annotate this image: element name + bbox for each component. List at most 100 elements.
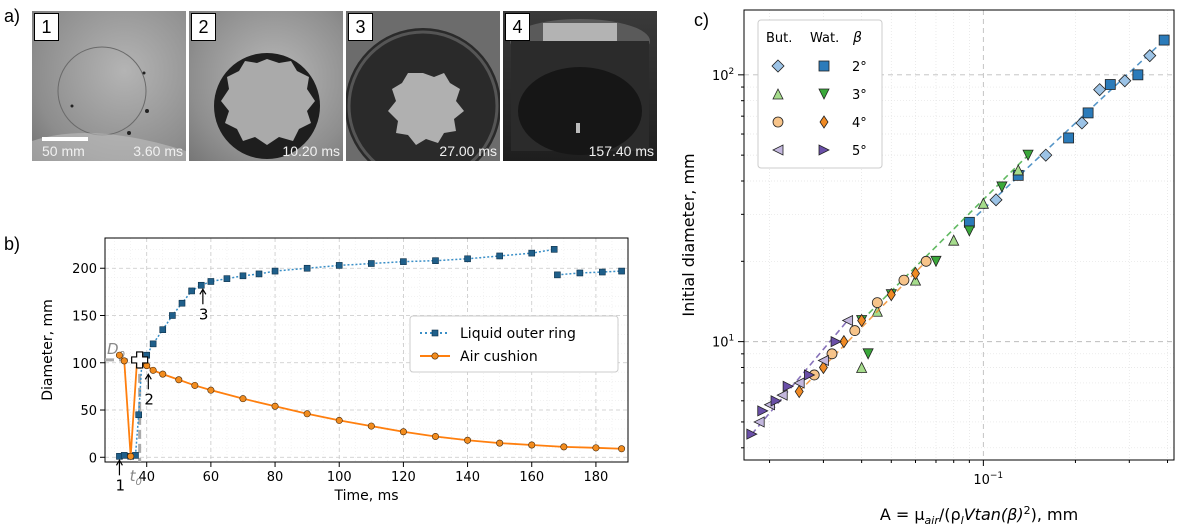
annotation-arrowhead xyxy=(199,288,207,295)
cushion-point xyxy=(431,432,439,440)
cushion-point xyxy=(335,416,343,424)
cushion-point xyxy=(560,443,568,451)
droplet xyxy=(142,71,146,75)
annotation-label: 2 xyxy=(144,390,154,408)
photo-timestamp: 27.00 ms xyxy=(439,143,497,159)
data-point xyxy=(1143,49,1157,63)
splash-ring xyxy=(57,46,147,136)
data-point xyxy=(1063,132,1075,144)
ring-point xyxy=(550,246,558,253)
cushion-point xyxy=(115,351,123,359)
legend-beta-label: 5° xyxy=(852,144,867,159)
ring-point xyxy=(239,272,247,280)
x-tick-label: 40 xyxy=(138,470,155,485)
legend-ring-label: Liquid outer ring xyxy=(460,326,576,342)
data-point xyxy=(757,405,769,417)
cushion-point xyxy=(175,376,183,384)
ring-point xyxy=(432,257,439,264)
data-point xyxy=(818,360,828,375)
data-point xyxy=(804,369,816,381)
ring-point xyxy=(223,275,231,282)
cushion-point xyxy=(120,357,128,365)
data-point xyxy=(1022,149,1034,162)
legend-water-marker xyxy=(818,144,830,156)
x-tick-label: 180 xyxy=(584,470,609,485)
ring-point xyxy=(576,269,584,277)
data-point xyxy=(1132,69,1144,81)
fit-line xyxy=(968,39,1165,223)
x-tick-label: 100 xyxy=(327,470,352,485)
data-point xyxy=(1158,34,1170,46)
data-point xyxy=(794,384,804,399)
droplet xyxy=(70,104,74,108)
panel-label-b: b) xyxy=(4,234,21,254)
legend-cushion-label: Air cushion xyxy=(460,349,538,365)
data-point xyxy=(817,354,829,367)
ring-point xyxy=(159,326,167,333)
plot-frame xyxy=(743,9,1175,461)
y-tick-label: 100 xyxy=(72,357,97,372)
x-tick-label: 120 xyxy=(391,470,416,485)
panel-label-c: c) xyxy=(694,10,709,30)
legend-box xyxy=(757,19,883,169)
y-tick-label: 50 xyxy=(80,404,97,419)
panel-label-a: a) xyxy=(4,6,21,26)
x-label-sup: 2 xyxy=(1024,504,1031,517)
data-point xyxy=(857,313,867,328)
data-point xyxy=(1012,164,1024,176)
x-tick-label: 60 xyxy=(203,470,220,485)
cushion-point xyxy=(127,452,135,460)
x-tick-label: 160 xyxy=(519,470,544,485)
y-tick-label: 150 xyxy=(72,310,97,325)
legend-beta-label: 4° xyxy=(852,116,867,131)
y-tick-label: 200 xyxy=(72,262,97,277)
legend-header-wat: Wat. xyxy=(810,31,839,46)
data-point xyxy=(871,297,883,309)
ring-point xyxy=(169,312,176,319)
data-point xyxy=(793,377,805,389)
air-cushion-shape xyxy=(388,73,464,145)
photo-2-drawing xyxy=(214,53,320,159)
legend-beta-label: 3° xyxy=(852,88,867,103)
droplet xyxy=(145,109,149,113)
photo-number: 4 xyxy=(505,13,530,41)
photo-timestamp: 10.20 ms xyxy=(282,143,340,159)
photo-3-drawing xyxy=(346,28,500,161)
data-point xyxy=(849,325,861,336)
data-point xyxy=(963,225,976,237)
photo-timestamp: 3.60 ms xyxy=(133,143,183,159)
ring-point xyxy=(464,255,471,263)
photo-2: 2 10.20 ms xyxy=(189,11,343,161)
center-feature xyxy=(576,123,580,133)
ring-point xyxy=(618,267,625,275)
data-point xyxy=(855,361,868,373)
cushion-point xyxy=(159,370,167,378)
data-point xyxy=(1118,74,1132,88)
ring-point xyxy=(400,258,407,265)
ring-point xyxy=(528,249,536,257)
ring-point xyxy=(188,287,195,295)
x-label-sub: air xyxy=(925,514,941,527)
data-point xyxy=(886,287,896,302)
air-cushion-shape xyxy=(221,59,315,145)
data-point xyxy=(826,348,838,360)
x-tick-label: 80 xyxy=(267,470,284,485)
data-point xyxy=(770,395,782,407)
legend-butanol-marker xyxy=(771,59,785,73)
annotation-label: 3 xyxy=(199,305,209,323)
x-label-part: A = μ xyxy=(880,505,925,524)
ring-point xyxy=(120,452,128,459)
fit-line xyxy=(861,154,1029,322)
x-tick-label: 140 xyxy=(455,470,480,485)
cushion-point xyxy=(149,366,157,374)
plot-frame xyxy=(104,237,629,463)
cushion-point xyxy=(303,410,311,418)
y-tick-label: 101 xyxy=(712,334,734,351)
photo-number: 3 xyxy=(348,13,373,41)
scale-label: 50 mm xyxy=(42,143,85,159)
y-axis-label: Initial diameter, mm xyxy=(682,153,698,316)
x-label-part: ), mm xyxy=(1031,505,1079,524)
legend-butanol-marker xyxy=(772,144,784,156)
legend-cushion-marker xyxy=(431,352,439,360)
